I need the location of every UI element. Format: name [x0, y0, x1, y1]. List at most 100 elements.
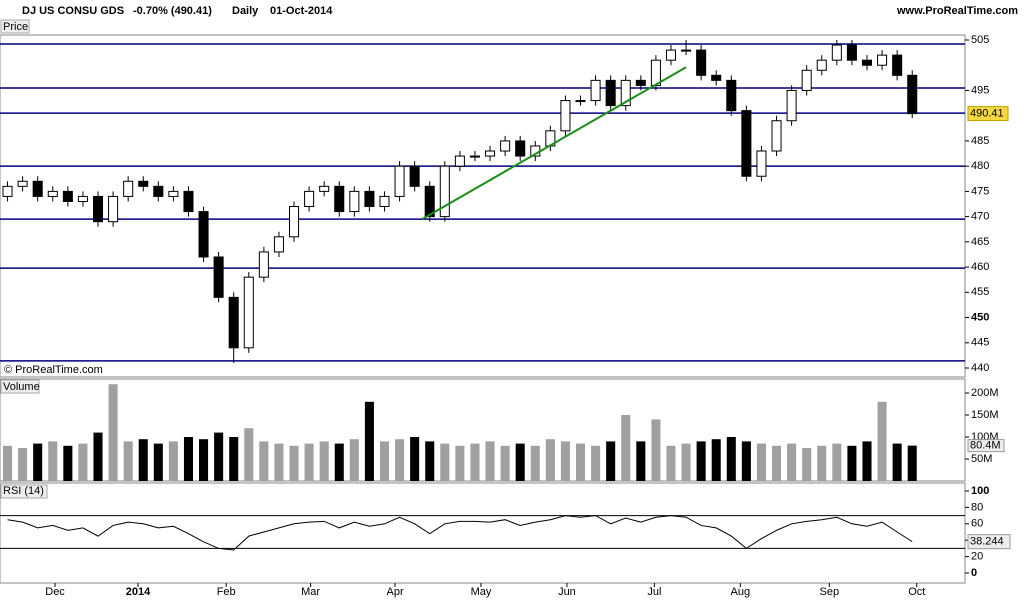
x-tick-label: Sep — [820, 586, 840, 598]
volume-bar — [832, 443, 842, 481]
candle-body — [907, 74, 918, 115]
x-tick-label: Feb — [217, 586, 236, 598]
volume-bar — [621, 415, 631, 481]
y-tick-label: 480 — [971, 160, 989, 172]
volume-bar — [530, 445, 540, 481]
candle-body — [424, 185, 435, 218]
candle-body — [485, 150, 496, 157]
volume-bar — [666, 445, 676, 481]
volume-bar — [455, 445, 465, 481]
x-tick-label: 2014 — [126, 586, 151, 598]
candle-body — [816, 59, 827, 71]
candle-body — [635, 79, 646, 86]
volume-bar — [153, 443, 163, 481]
period: Daily — [232, 5, 259, 17]
v-tick-label: 200M — [971, 387, 999, 399]
candle-body — [650, 59, 661, 86]
volume-bar — [63, 445, 73, 481]
candle-body — [590, 79, 601, 102]
volume-bar — [244, 428, 254, 481]
volume-bar — [319, 441, 329, 481]
volume-bar — [48, 441, 58, 481]
volume-bar — [802, 448, 812, 481]
candle-body — [17, 180, 28, 187]
r-tick-label: 80 — [971, 501, 983, 513]
copyright: © ProRealTime.com — [4, 364, 103, 376]
rsi-panel — [0, 482, 966, 584]
volume-bar — [862, 441, 872, 481]
candle-body — [846, 44, 857, 61]
volume-bar — [138, 439, 148, 481]
candle-body — [711, 74, 722, 81]
v-tick-label: 150M — [971, 409, 999, 421]
date: 01-Oct-2014 — [270, 5, 333, 17]
last-price: 490.41 — [970, 108, 1004, 120]
volume-bar — [3, 445, 13, 481]
volume-bar — [214, 432, 224, 481]
r-tick-label: 60 — [971, 518, 983, 530]
volume-bar — [470, 443, 480, 481]
volume-bar — [379, 441, 390, 481]
trendline — [421, 66, 687, 221]
candle-body — [213, 256, 224, 298]
candle-body — [273, 236, 284, 253]
candle-body — [92, 195, 104, 223]
candle-body — [892, 54, 903, 76]
last-rsi-badge — [967, 534, 1011, 550]
y-tick-label: 505 — [971, 34, 989, 46]
x-tick-label: Oct — [908, 586, 925, 598]
volume-bar — [349, 439, 359, 481]
candle-body — [2, 185, 13, 197]
volume-bar — [425, 441, 435, 481]
candle-body — [575, 100, 586, 103]
volume-bar — [877, 401, 887, 481]
volume-bar — [334, 443, 344, 481]
candle-body — [409, 165, 420, 187]
candle-body — [32, 180, 43, 197]
candle-body — [515, 140, 526, 157]
candle-body — [153, 185, 164, 197]
candle-body — [560, 100, 571, 132]
last-price-badge — [967, 106, 1009, 122]
candle-body — [469, 155, 480, 158]
candle-body — [243, 276, 254, 349]
volume-bar — [892, 443, 902, 481]
volume-bar — [847, 445, 857, 481]
y-tick-label: 455 — [971, 286, 989, 298]
candle-body — [183, 190, 194, 213]
source: www.ProRealTime.com — [896, 5, 1018, 17]
x-tick-label: Aug — [731, 586, 751, 598]
x-tick-label: Jun — [558, 586, 576, 598]
x-tick-label: Apr — [386, 586, 403, 598]
volume-bar — [18, 448, 28, 481]
candle-body — [334, 185, 345, 213]
volume-bar — [259, 441, 269, 481]
volume-bar — [560, 441, 570, 481]
volume-bar — [741, 441, 751, 481]
y-tick-label: 445 — [971, 337, 989, 349]
candle-body — [696, 49, 707, 76]
y-tick-label: 470 — [971, 211, 989, 223]
candle-body — [756, 150, 767, 177]
x-tick-label: Jul — [647, 586, 661, 598]
y-tick-label: 465 — [971, 236, 989, 248]
r-tick-label: 100 — [971, 485, 989, 497]
volume-bar — [787, 443, 797, 481]
candle-body — [77, 195, 88, 202]
candle-body — [665, 49, 676, 61]
volume-bar — [817, 445, 827, 481]
volume-bar — [591, 445, 601, 481]
y-tick-label: 485 — [971, 135, 989, 147]
y-tick-label: 440 — [971, 362, 989, 374]
x-tick-label: Dec — [45, 586, 65, 598]
candle-body — [168, 190, 179, 197]
rsi-label: RSI (14) — [3, 485, 44, 497]
volume-bar — [395, 439, 405, 481]
candle-body — [228, 296, 239, 349]
title: DJ US CONSU GDS — [22, 5, 124, 17]
rsi-line — [7, 515, 913, 551]
r-tick-label: 0 — [971, 567, 977, 579]
volume-bar — [756, 443, 766, 481]
